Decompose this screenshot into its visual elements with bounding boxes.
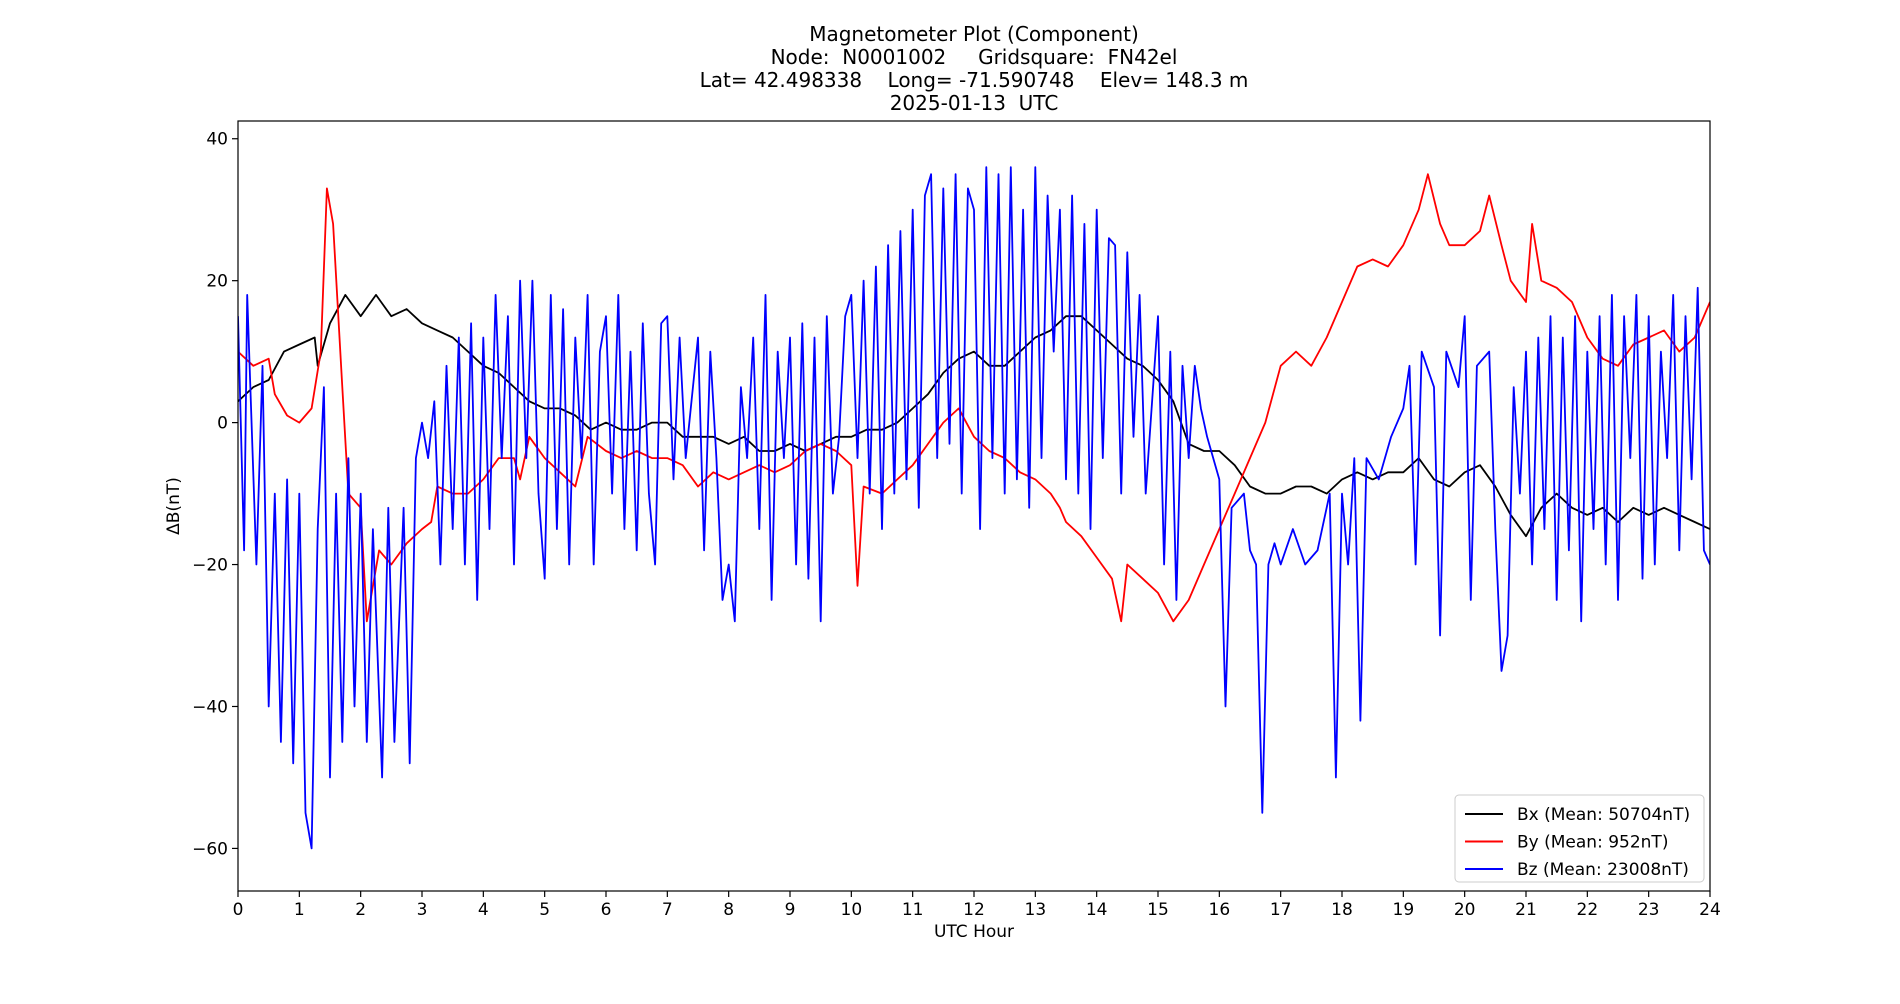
x-tick-label: 19 (1393, 900, 1415, 920)
x-tick-label: 11 (902, 900, 924, 920)
y-tick-label: 40 (206, 130, 228, 150)
x-tick-label: 9 (785, 900, 796, 920)
y-tick-label: 0 (217, 414, 228, 434)
x-tick-label: 5 (539, 900, 550, 920)
title-line-4: 2025-01-13 UTC (890, 91, 1059, 115)
legend-entry: By (Mean: 952nT) (1517, 833, 1668, 853)
y-tick-label: −60 (192, 839, 228, 859)
series-line-bz (238, 166, 1710, 850)
series-line-bx (238, 293, 1710, 538)
x-tick-label: 4 (478, 900, 489, 920)
y-axis: −60 −40 −20 0 20 40 (192, 130, 238, 859)
x-tick-label: 21 (1515, 900, 1537, 920)
y-tick-label: 20 (206, 272, 228, 292)
chart-title: Magnetometer Plot (Component) Node: N000… (700, 22, 1249, 115)
title-line-3: Lat= 42.498338 Long= -71.590748 Elev= 14… (700, 68, 1249, 92)
legend-entry: Bx (Mean: 50704nT) (1517, 805, 1690, 825)
x-tick-label: 15 (1147, 900, 1169, 920)
y-axis-label: ΔB(nT) (164, 477, 184, 535)
series-group (238, 166, 1710, 850)
x-tick-label: 2 (355, 900, 366, 920)
title-line-2: Node: N0001002 Gridsquare: FN42el (771, 45, 1178, 69)
x-tick-label: 0 (233, 900, 244, 920)
x-tick-label: 10 (841, 900, 863, 920)
x-axis: 0 1 2 3 4 5 6 7 8 9 10 11 12 13 14 15 16 17 18 19 20 21 22 23 24 (233, 891, 1721, 920)
y-tick-label: −20 (192, 556, 228, 576)
legend: Bx (Mean: 50704nT) By (Mean: 952nT) Bz (Me… (1454, 794, 1705, 883)
x-tick-label: 22 (1577, 900, 1599, 920)
x-tick-label: 17 (1270, 900, 1292, 920)
x-tick-label: 1 (294, 900, 305, 920)
x-tick-label: 6 (601, 900, 612, 920)
legend-entry: Bz (Mean: 23008nT) (1517, 860, 1689, 880)
x-tick-label: 16 (1209, 900, 1231, 920)
x-tick-label: 8 (723, 900, 734, 920)
x-tick-label: 23 (1638, 900, 1660, 920)
x-tick-label: 3 (417, 900, 428, 920)
x-tick-label: 13 (1025, 900, 1047, 920)
x-tick-label: 18 (1331, 900, 1353, 920)
x-axis-label: UTC Hour (934, 922, 1014, 942)
x-tick-label: 24 (1699, 900, 1721, 920)
x-tick-label: 12 (963, 900, 985, 920)
y-tick-label: −40 (192, 697, 228, 717)
title-line-1: Magnetometer Plot (Component) (809, 22, 1139, 46)
x-tick-label: 14 (1086, 900, 1108, 920)
legend-box (1454, 794, 1705, 883)
x-tick-label: 20 (1454, 900, 1476, 920)
x-tick-label: 7 (662, 900, 673, 920)
